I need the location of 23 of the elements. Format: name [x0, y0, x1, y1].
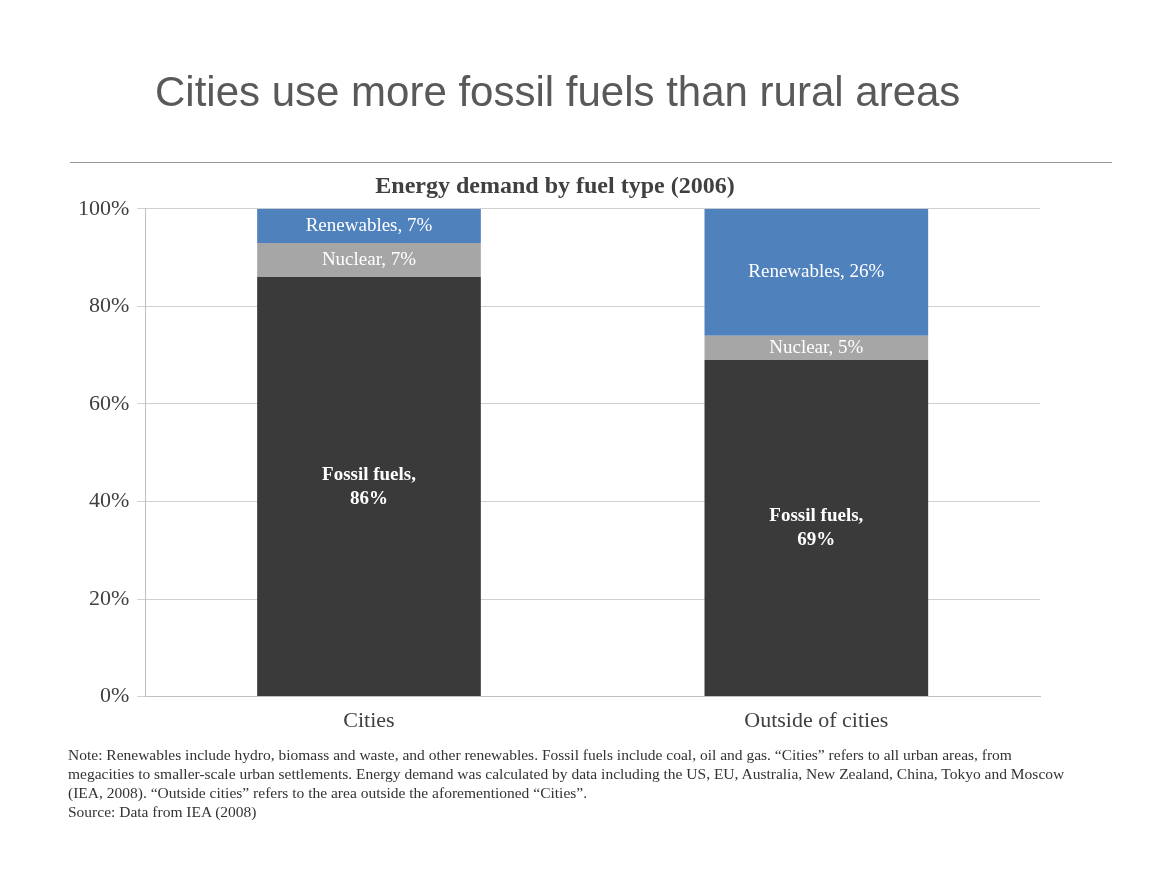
data-label: Fossil fuels, 86%: [322, 462, 417, 508]
source-note: Source: Data from IEA (2008): [68, 802, 258, 821]
data-label: Nuclear, 5%: [769, 335, 864, 357]
bar: [257, 208, 481, 243]
text: Note: Renewables include hydro, biomass and waste, and other renewables. Fossil fuels include coal, oil and gas. “Cities” refers to all urban areas, from megacities to smaller-scale urban settlements. Energy demand was calculated by data including the US, EU, Australia, New Zealand, China, Tokyo and Moscow (IEA, 2008). “Outside cities” refers to the area outside the aforementioned “Cities”.: [68, 745, 1066, 802]
x-tick-label: Outside of cities: [744, 706, 889, 732]
bar: [704, 360, 929, 697]
y-tick-label: 60%: [89, 389, 130, 415]
y-tick-label: 0%: [100, 682, 130, 708]
data-label: Nuclear, 7%: [321, 248, 417, 269]
y-tick-label: 80%: [89, 292, 130, 318]
y-tick-label: 40%: [89, 487, 130, 513]
bar: [704, 208, 929, 336]
x-tick-label: Cities: [343, 706, 395, 732]
data-label: Renewables, 26%: [748, 260, 885, 282]
data-label: Renewables, 7%: [305, 213, 433, 235]
bar: [257, 242, 481, 278]
y-tick-label: 100%: [78, 194, 130, 220]
chart-title: Cities use more fossil fuels than rural areas: [155, 68, 961, 116]
y-tick-label: 20%: [89, 584, 130, 610]
bar: [257, 277, 481, 697]
data-label: Fossil fuels, 69%: [769, 503, 864, 549]
chart-subtitle: Energy demand by fuel type (2006): [375, 171, 735, 198]
